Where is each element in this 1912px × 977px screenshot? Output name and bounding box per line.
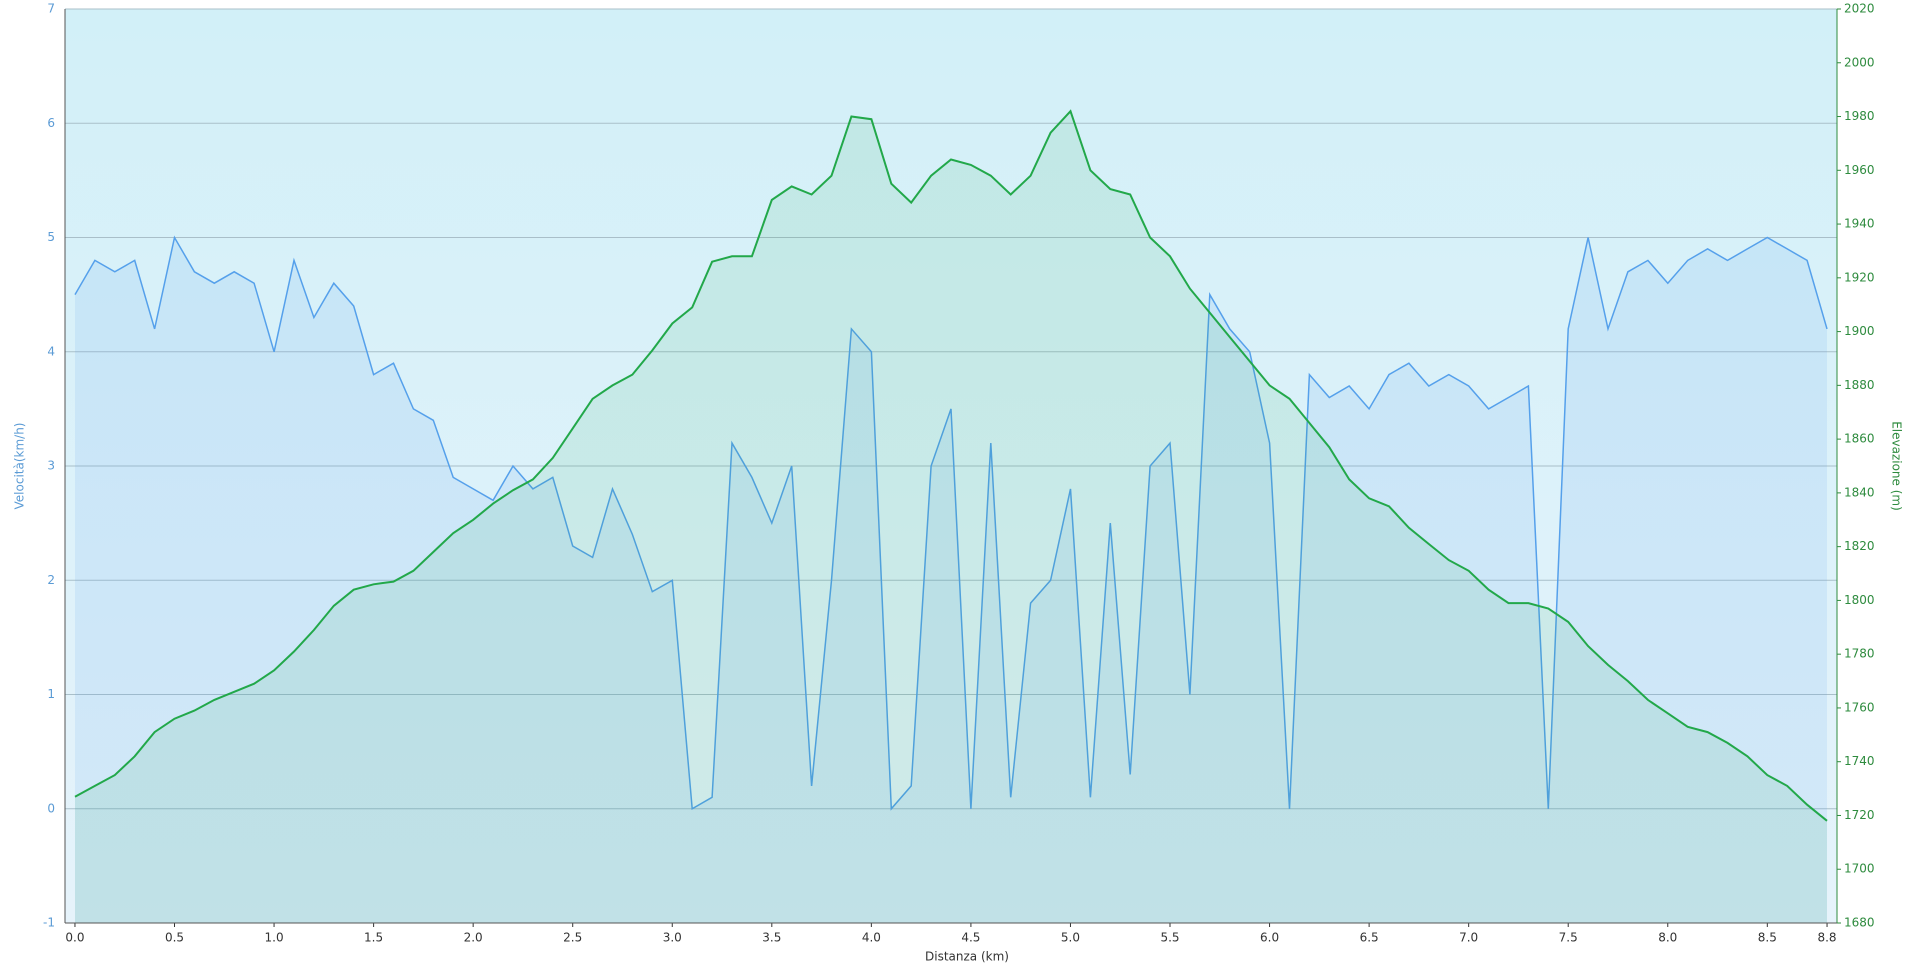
x-tick-label: 0.5	[165, 931, 184, 945]
x-tick-label: 1.5	[364, 931, 383, 945]
x-tick-label: 3.5	[762, 931, 781, 945]
x-axis-title: Distanza (km)	[925, 950, 1009, 964]
y2-tick-label: 1860	[1844, 432, 1875, 446]
y-tick-label: 6	[47, 116, 55, 130]
area	[75, 111, 1827, 923]
x-tick-label: 2.0	[464, 931, 483, 945]
x-tick-label: 6.5	[1360, 931, 1379, 945]
y2-tick-label: 2020	[1844, 2, 1875, 16]
y-tick-label: -1	[43, 916, 55, 930]
y2-tick-label: 1780	[1844, 647, 1875, 661]
x-tick-label: 8.8	[1817, 931, 1836, 945]
x-tick-label: 2.5	[563, 931, 582, 945]
area	[75, 237, 1827, 923]
x-tick-label: 1.0	[265, 931, 284, 945]
x-tick-label: 0.0	[65, 931, 84, 945]
y2-tick-label: 1740	[1844, 754, 1875, 768]
y2-tick-label: 1720	[1844, 808, 1875, 822]
y2-tick-label: 1880	[1844, 378, 1875, 392]
x-tick-label: 4.5	[961, 931, 980, 945]
y-tick-label: 4	[47, 344, 55, 358]
y2-tick-label: 1900	[1844, 324, 1875, 338]
y2-tick-label: 1760	[1844, 700, 1875, 714]
y-tick-label: 7	[47, 2, 55, 16]
y2-tick-label: 1960	[1844, 163, 1875, 177]
x-tick-label: 4.0	[862, 931, 881, 945]
y-tick-label: 3	[47, 459, 55, 473]
y2-tick-label: 1700	[1844, 862, 1875, 876]
x-tick-label: 8.5	[1758, 931, 1777, 945]
y2-tick-label: 1820	[1844, 539, 1875, 553]
x-tick-label: 3.0	[663, 931, 682, 945]
y-tick-label: 1	[47, 687, 55, 701]
y2-tick-label: 1840	[1844, 485, 1875, 499]
y-tick-label: 5	[47, 230, 55, 244]
y2-axis-title: Elevazione (m)	[1890, 421, 1904, 511]
y2-tick-label: 1980	[1844, 109, 1875, 123]
y2-tick-label: 2000	[1844, 55, 1875, 69]
y2-tick-label: 1680	[1844, 916, 1875, 930]
y2-tick-label: 1920	[1844, 270, 1875, 284]
x-tick-label: 5.5	[1160, 931, 1179, 945]
x-tick-label: 5.0	[1061, 931, 1080, 945]
y-tick-label: 2	[47, 573, 55, 587]
y-axis-title: Velocità(km/h)	[13, 423, 27, 510]
x-tick-label: 7.5	[1559, 931, 1578, 945]
series-line	[74, 109, 1828, 822]
x-tick-label: 6.0	[1260, 931, 1279, 945]
y2-tick-label: 1800	[1844, 593, 1875, 607]
x-tick-label: 8.0	[1658, 931, 1677, 945]
x-tick-label: 7.0	[1459, 931, 1478, 945]
y2-tick-label: 1940	[1844, 217, 1875, 231]
series-line	[74, 235, 1828, 811]
y-tick-label: 0	[47, 801, 55, 815]
